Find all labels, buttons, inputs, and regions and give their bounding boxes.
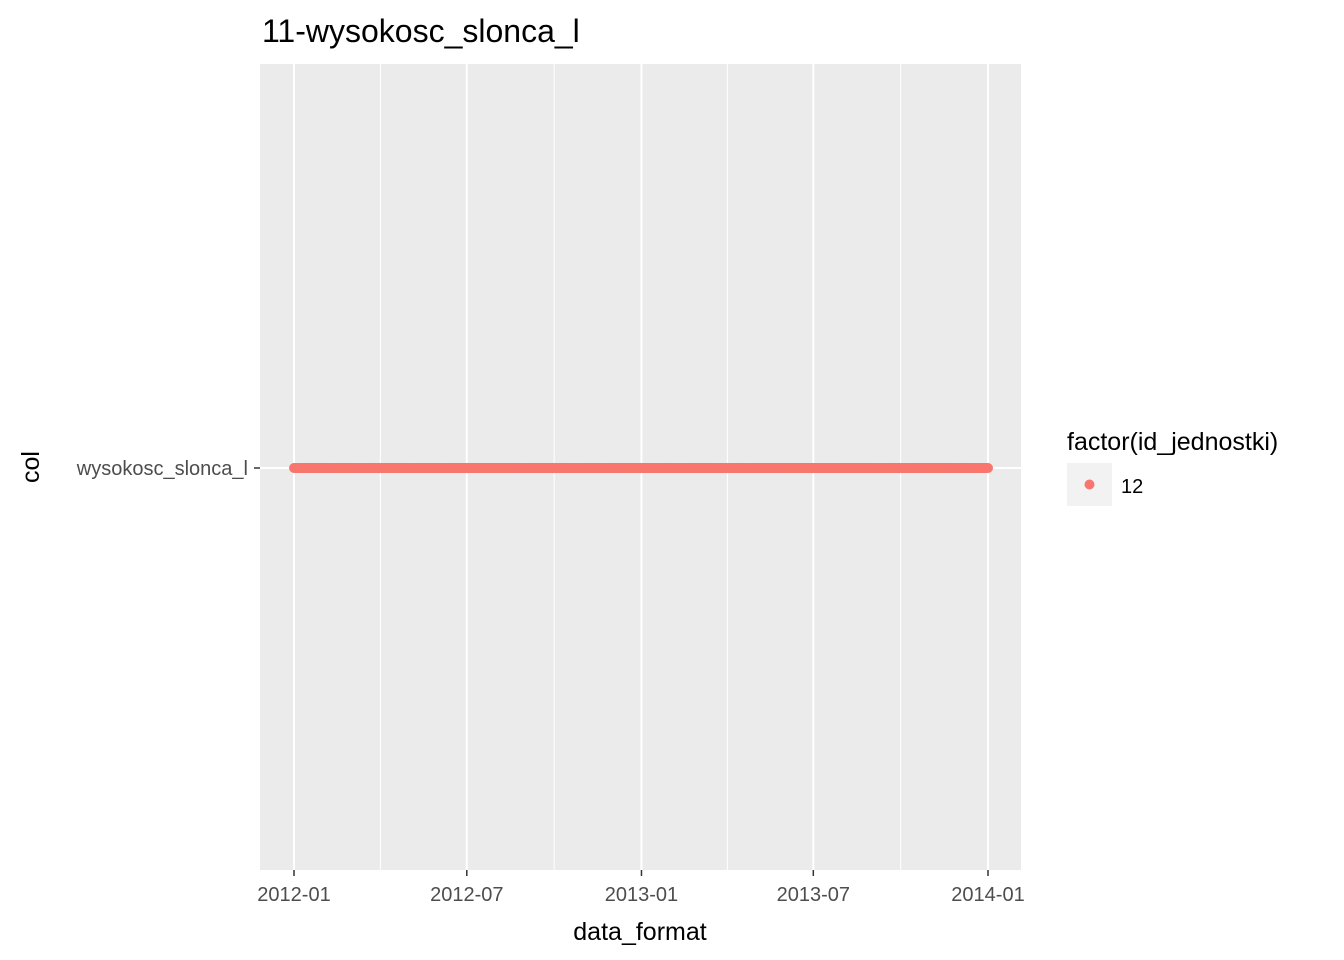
x-tick-label: 2014-01 [951, 884, 1024, 906]
data-point [983, 463, 993, 473]
legend-label-12: 12 [1121, 476, 1143, 498]
legend-key-12 [1084, 479, 1095, 490]
x-tick-label: 2013-01 [605, 884, 678, 906]
data-points [289, 463, 993, 473]
y-tick-label: wysokosc_slonca_l [76, 458, 248, 480]
x-tick-label: 2013-07 [777, 884, 850, 906]
y-axis-title: col [17, 451, 45, 483]
x-tick-label: 2012-01 [257, 884, 330, 906]
legend: factor(id_jednostki) 12 [1067, 428, 1278, 506]
legend-title: factor(id_jednostki) [1067, 428, 1278, 456]
x-tick-label: 2012-07 [430, 884, 503, 906]
x-axis-ticks: 2012-01 2012-07 2013-01 2013-07 2014-01 [257, 870, 1025, 906]
x-axis-title: data_format [573, 918, 706, 946]
chart-title: 11-wysokosc_slonca_l [262, 13, 580, 49]
y-axis-ticks: wysokosc_slonca_l [76, 458, 260, 480]
